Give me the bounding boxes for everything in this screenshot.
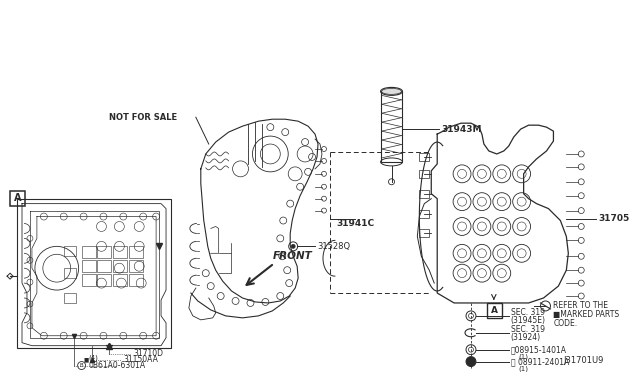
- Bar: [10, 191, 25, 206]
- Text: A: A: [491, 306, 498, 315]
- Text: CODE.: CODE.: [554, 319, 577, 328]
- Bar: [97, 274, 111, 286]
- Bar: [17, 199, 171, 348]
- Text: 31943M: 31943M: [441, 125, 482, 134]
- Bar: [113, 246, 127, 258]
- Bar: [82, 274, 95, 286]
- Text: 31528Q: 31528Q: [317, 242, 350, 251]
- Text: J31701U9: J31701U9: [563, 356, 604, 365]
- Text: (1): (1): [518, 365, 529, 372]
- Bar: [419, 209, 429, 218]
- Text: SEC. 319: SEC. 319: [511, 308, 545, 317]
- Text: (31924): (31924): [511, 333, 541, 342]
- Text: (1): (1): [518, 353, 529, 360]
- Text: 0B61A0-6301A: 0B61A0-6301A: [88, 361, 146, 370]
- Text: SEC. 319: SEC. 319: [511, 325, 545, 334]
- Text: (31945E): (31945E): [511, 316, 546, 326]
- Bar: [129, 260, 143, 272]
- Text: 31710D: 31710D: [133, 349, 163, 358]
- Text: Ⓝ 08911-2401A: Ⓝ 08911-2401A: [511, 357, 569, 366]
- Bar: [419, 153, 429, 161]
- Text: 31150AA: 31150AA: [124, 355, 158, 364]
- Text: A: A: [14, 193, 21, 203]
- Text: 31941C: 31941C: [336, 219, 374, 228]
- Bar: [82, 260, 95, 272]
- Circle shape: [466, 357, 476, 366]
- Bar: [64, 293, 76, 303]
- Bar: [129, 274, 143, 286]
- Bar: [419, 170, 429, 178]
- Bar: [97, 246, 111, 258]
- Bar: [64, 246, 76, 256]
- Bar: [113, 274, 127, 286]
- Bar: [381, 92, 403, 162]
- Text: NOT FOR SALE: NOT FOR SALE: [109, 113, 177, 122]
- Text: (4): (4): [88, 355, 99, 361]
- Text: ■: ■: [84, 357, 89, 362]
- Text: B: B: [80, 363, 83, 368]
- Bar: [419, 230, 429, 237]
- Bar: [113, 260, 127, 272]
- Circle shape: [291, 244, 295, 248]
- Bar: [82, 246, 95, 258]
- Text: Ⓥ08915-1401A: Ⓥ08915-1401A: [511, 345, 567, 354]
- Bar: [97, 260, 111, 272]
- Text: REFER TO THE: REFER TO THE: [554, 301, 609, 311]
- Bar: [487, 303, 502, 318]
- Bar: [419, 190, 429, 198]
- Text: FRONT: FRONT: [273, 251, 312, 261]
- Ellipse shape: [381, 89, 401, 94]
- Bar: [129, 246, 143, 258]
- Bar: [64, 268, 76, 278]
- Text: 31705: 31705: [598, 214, 629, 223]
- Text: ■MARKED PARTS: ■MARKED PARTS: [554, 310, 620, 320]
